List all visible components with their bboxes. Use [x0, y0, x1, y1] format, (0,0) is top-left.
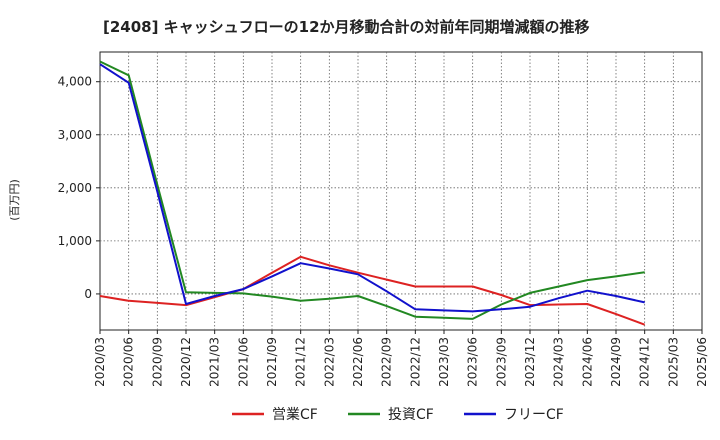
plot-frame — [99, 51, 703, 331]
series-line-0 — [99, 255, 646, 326]
y-tick-label: 4,000 — [58, 75, 92, 89]
x-ticks: 2020/03 2020/06 2020/09 2020/12 2021/03 2021/… — [93, 330, 709, 387]
x-tick-label: 2020/06 — [122, 337, 136, 387]
x-tick-label: 2025/03 — [666, 337, 680, 387]
y-ticks: 0 1,000 2,000 3,000 4,000 — [58, 75, 100, 301]
series-lines — [99, 60, 646, 326]
x-tick-label: 2025/06 — [695, 337, 709, 387]
x-tick-label: 2023/09 — [494, 337, 508, 387]
legend-label-1: 投資CF — [388, 407, 434, 423]
x-tick-label: 2023/06 — [466, 337, 480, 387]
x-tick-label: 2023/12 — [523, 337, 537, 387]
x-tick-label: 2021/09 — [265, 337, 279, 387]
y-tick-label: 1,000 — [58, 234, 92, 248]
x-tick-label: 2022/12 — [408, 337, 422, 387]
x-tick-label: 2024/06 — [580, 337, 594, 387]
x-tick-label: 2022/09 — [380, 337, 394, 387]
x-tick-label: 2020/09 — [150, 337, 164, 387]
x-tick-label: 2024/12 — [638, 337, 652, 387]
x-tick-label: 2021/12 — [294, 337, 308, 387]
legend-label-2: フリーCF — [504, 407, 564, 423]
x-tick-label: 2022/03 — [322, 337, 336, 387]
series-line-2 — [99, 63, 645, 313]
plot-area — [99, 51, 703, 331]
x-tick-label: 2021/03 — [208, 337, 222, 387]
y-axis-label: (百万円) — [8, 179, 21, 221]
series-line-1 — [99, 60, 645, 320]
x-tick-label: 2022/06 — [351, 337, 365, 387]
legend-label-0: 営業CF — [272, 407, 318, 423]
legend: 営業CF 投資CF フリーCF — [232, 407, 564, 423]
x-tick-label: 2020/12 — [179, 337, 193, 387]
y-tick-label: 3,000 — [58, 128, 92, 142]
chart-title: [2408] キャッシュフローの12か月移動合計の対前年同期増減額の推移 — [103, 18, 590, 36]
x-tick-label: 2020/03 — [93, 337, 107, 387]
y-tick-label: 2,000 — [58, 181, 92, 195]
y-tick-label: 0 — [84, 287, 92, 301]
x-tick-label: 2024/03 — [552, 337, 566, 387]
x-tick-label: 2024/09 — [609, 337, 623, 387]
x-tick-label: 2023/03 — [437, 337, 451, 387]
x-tick-label: 2021/06 — [236, 337, 250, 387]
